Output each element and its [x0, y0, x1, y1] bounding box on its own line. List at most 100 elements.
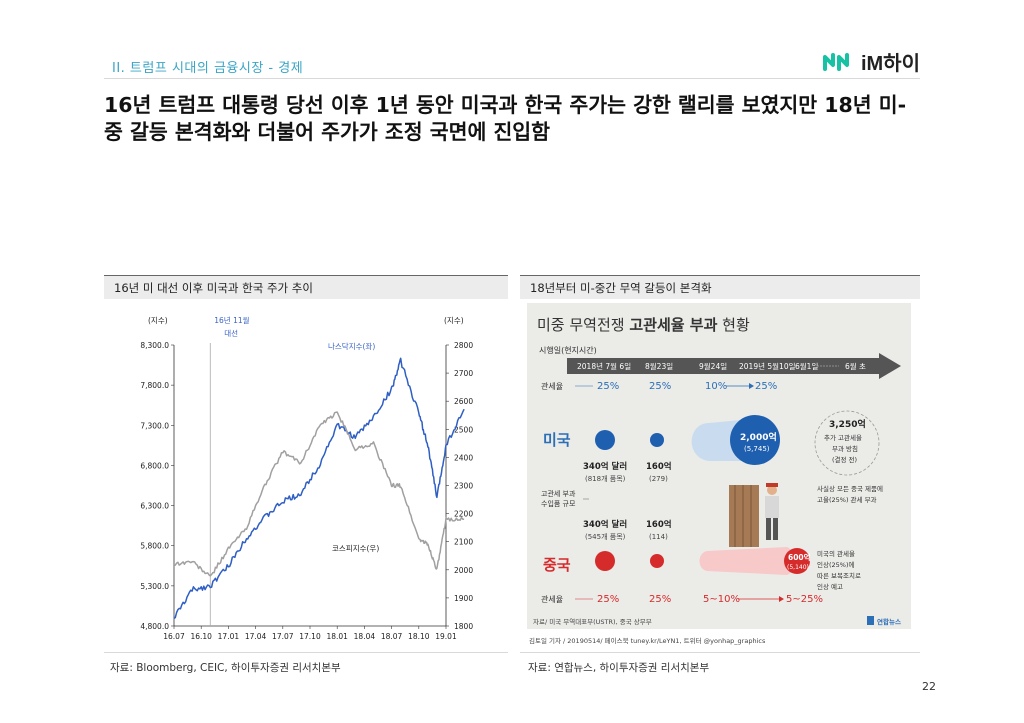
right-tick-label: 2600: [454, 397, 473, 406]
left-tick-label: 8,300.0: [140, 341, 169, 350]
us-plan-line-4: (결정 전): [832, 455, 857, 464]
kospi-series-label: 코스피지수(우): [332, 544, 379, 553]
page-number: 22: [922, 680, 936, 693]
svg-text:미중 무역전쟁 고관세율 부과 현황: 미중 무역전쟁 고관세율 부과 현황: [537, 316, 750, 334]
cn-side-note-3: 따른 보복조치로: [817, 571, 861, 580]
cn-rate-2: 25%: [649, 594, 671, 605]
us-rate-3: 10%: [705, 381, 727, 392]
us-plan-amount: 3,250억: [829, 418, 866, 430]
left-tick-label: 6,800.0: [140, 461, 169, 470]
cn-side-note-4: 인상 예고: [817, 582, 843, 591]
right-tick-label: 1800: [454, 622, 473, 631]
timeline-date-2: 8월23일: [645, 361, 673, 371]
infographic-source: 자료/ 미국 무역대표부(USTR), 중국 상무부: [533, 617, 652, 626]
timeline-date-3: 9월24일: [699, 361, 727, 371]
us-rate-1: 25%: [597, 381, 619, 392]
us-count-1: (818개 품목): [585, 474, 626, 483]
us-side-note-2: 고율(25%) 관세 부과: [817, 495, 877, 504]
election-annotation-line-1: 16년 11월: [214, 315, 249, 325]
x-tick-label: 19.01: [435, 632, 457, 641]
us-amount-2: 160억: [646, 461, 672, 472]
infographic-title-bold: 고관세율 부과: [629, 316, 717, 334]
x-tick-label: 17.01: [218, 632, 240, 641]
x-tick-label: 18.10: [408, 632, 430, 641]
cn-rate-3: 5~10%: [703, 594, 740, 605]
section-title: II. 트럼프 시대의 금융시장 - 경제: [112, 61, 304, 76]
right-tick-label: 2400: [454, 453, 473, 462]
infographic-credit: 김토일 기자 / 20190514/ 페이스북 tuney.kr/LeYN1, …: [529, 636, 766, 645]
right-tick-label: 2800: [454, 341, 473, 350]
right-tick-label: 2100: [454, 538, 473, 547]
x-tick-label: 18.04: [354, 632, 376, 641]
timeline-date-4: 2019년 5월10일: [739, 361, 796, 371]
left-tick-label: 5,300.0: [140, 582, 169, 591]
scale-label-1: 고관세 부과: [541, 489, 576, 498]
right-panel-title: 18년부터 미-중간 무역 갈등이 본격화: [520, 275, 920, 299]
timeline-date-5: 6월1일: [795, 361, 818, 371]
cn-label: 중국: [543, 556, 571, 574]
logo-mark-icon: [822, 53, 849, 71]
right-panel-source: 자료: 연합뉴스, 하이투자증권 리서치본부: [528, 662, 710, 674]
left-tick-label: 7,300.0: [140, 421, 169, 430]
left-tick-label: 7,800.0: [140, 381, 169, 390]
cn-side-note-1: 미국의 관세율: [817, 549, 855, 558]
cn-rate-1: 25%: [597, 594, 619, 605]
cn-rate-4: 5~25%: [786, 594, 823, 605]
infographic-title-light: 미중 무역전쟁: [537, 316, 625, 334]
worker-container-illustration: [729, 483, 779, 547]
cn-count-3: (5,140): [787, 564, 809, 571]
right-tick-label: 2000: [454, 566, 473, 575]
us-tariff-label: 관세율: [541, 381, 563, 391]
timeline-date-1: 2018년 7월 6일: [577, 361, 631, 371]
right-panel-bottom-rule: [520, 652, 920, 653]
right-tick-label: 2200: [454, 510, 473, 519]
x-tick-label: 17.07: [272, 632, 294, 641]
us-count-2: (279): [649, 475, 668, 483]
left-panel-title: 16년 미 대선 이후 미국과 한국 주가 추이: [104, 275, 508, 299]
brand-logo: iM하이: [800, 48, 920, 75]
right-tick-label: 2300: [454, 482, 473, 491]
us-rate-4: 25%: [755, 381, 777, 392]
infographic-title-tail: 현황: [722, 316, 750, 334]
x-tick-label: 18.07: [381, 632, 403, 641]
timeline-date-6: 6월 초: [845, 361, 866, 371]
nasdaq-series-label: 나스닥지수(좌): [328, 341, 375, 351]
cn-side-note-2: 인상(25%)에: [817, 560, 854, 569]
cn-amount-3: 600억: [788, 552, 811, 562]
us-amount-3: 2,000억: [740, 431, 777, 443]
cn-amount-1: 340억 달러: [583, 519, 627, 530]
us-label: 미국: [543, 431, 571, 449]
nasdaq-series-line: [173, 357, 465, 619]
x-tick-label: 16.07: [163, 632, 185, 641]
x-tick-label: 17.04: [245, 632, 267, 641]
stock-chart: (지수) (지수) 8,300.0 7,800.0 7,300.0 6,800.0 6,30…: [140, 315, 473, 641]
cn-count-1: (545개 품목): [585, 532, 626, 541]
left-panel-source: 자료: Bloomberg, CEIC, 하이투자증권 리서치본부: [110, 662, 341, 674]
us-side-note-1: 사실상 모든 중국 제품에: [817, 484, 883, 493]
cn-tariff-label: 관세율: [541, 594, 563, 604]
trade-war-infographic: 미중 무역전쟁 고관세율 부과 현황 시행일(현지시간) 2018년 7월 6일…: [527, 303, 911, 651]
infographic-logo: 연합뉴스: [877, 617, 901, 626]
timeline-label: 시행일(현지시간): [539, 345, 597, 355]
right-unit-label: (지수): [444, 316, 464, 325]
right-tick-label: 2500: [454, 425, 473, 434]
us-rate-2: 25%: [649, 381, 671, 392]
cn-count-2: (114): [649, 533, 668, 541]
page-headline: 16년 트럼프 대통령 당선 이후 1년 동안 미국과 한국 주가는 강한 랠리…: [104, 93, 907, 144]
scale-label-2: 수입품 규모: [541, 500, 576, 508]
x-tick-label: 16.10: [190, 632, 212, 641]
header-divider: [104, 78, 920, 79]
x-tick-label: 17.10: [299, 632, 321, 641]
left-unit-label: (지수): [148, 316, 168, 325]
left-panel-bottom-rule: [104, 652, 508, 653]
us-plan-line-3: 부과 방침: [832, 444, 858, 453]
us-plan-line-2: 추가 고관세율: [824, 433, 862, 442]
kospi-series-line: [173, 411, 465, 577]
left-tick-label: 5,800.0: [140, 542, 169, 551]
cn-amount-2: 160억: [646, 519, 672, 530]
right-tick-label: 1900: [454, 594, 473, 603]
right-tick-label: 2700: [454, 369, 473, 378]
us-count-3: (5,745): [744, 445, 770, 453]
election-annotation-line-2: 대선: [224, 329, 238, 338]
left-tick-label: 4,800.0: [140, 622, 169, 631]
